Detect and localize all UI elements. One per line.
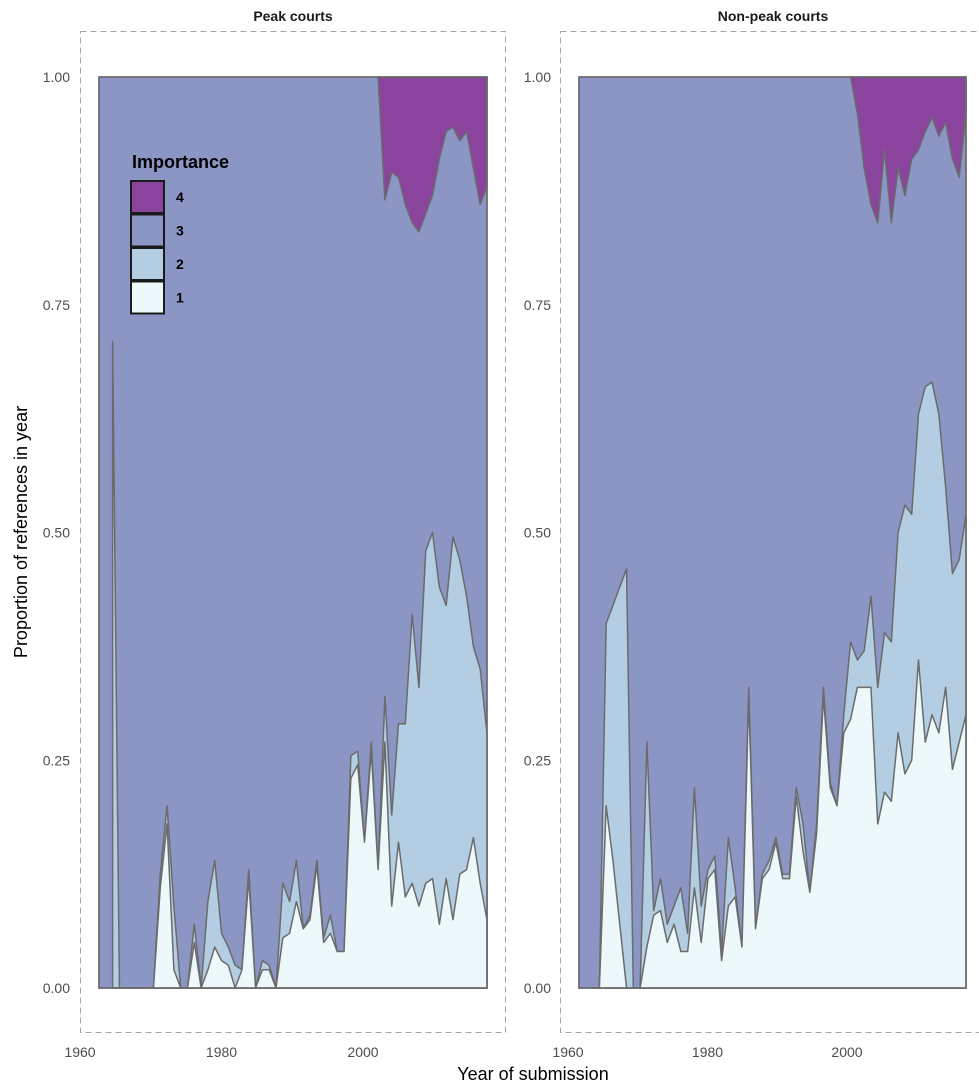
- y-tick-label: 1.00: [524, 69, 551, 85]
- x-tick-label: 1980: [692, 1044, 723, 1060]
- x-tick-label: 1960: [552, 1044, 583, 1060]
- facet-title-nonpeak: Non-peak courts: [718, 8, 829, 24]
- legend-label-3: 3: [176, 223, 184, 239]
- legend: Importance 4 3 2 1: [130, 152, 229, 315]
- area-importance-4: [377, 76, 488, 233]
- y-axis-ticks-peak: 0.00 0.25 0.50 0.75 1.00: [43, 69, 70, 996]
- legend-title: Importance: [132, 152, 229, 172]
- x-tick-label: 2000: [831, 1044, 862, 1060]
- y-tick-label: 0.75: [43, 297, 70, 313]
- y-axis-title: Proportion of references in year: [11, 406, 31, 658]
- x-tick-label: 2000: [347, 1044, 378, 1060]
- y-tick-label: 0.00: [524, 980, 551, 996]
- panel-outline: [578, 76, 967, 989]
- y-tick-label: 0.25: [524, 752, 551, 768]
- y-tick-label: 0.50: [43, 525, 70, 541]
- y-axis-ticks-nonpeak: 0.00 0.25 0.50 0.75 1.00: [524, 69, 551, 996]
- x-tick-label: 1980: [206, 1044, 237, 1060]
- x-axis-ticks-nonpeak: 1960 1980 2000: [552, 1044, 862, 1060]
- panel-non-peak-courts: [578, 76, 967, 989]
- legend-key-1: [130, 280, 165, 315]
- area-importance-1: [111, 741, 488, 989]
- x-axis-ticks-peak: 1960 1980 2000: [64, 1044, 378, 1060]
- x-axis-title: Year of submission: [457, 1064, 608, 1084]
- panel-outline: [98, 76, 488, 989]
- panel-border-peak: [80, 31, 506, 1033]
- facet-title-peak: Peak courts: [253, 8, 333, 24]
- y-tick-label: 0.50: [524, 525, 551, 541]
- legend-key-3: [130, 213, 165, 248]
- x-tick-label: 1960: [64, 1044, 95, 1060]
- y-tick-label: 0.00: [43, 980, 70, 996]
- legend-key-2: [130, 247, 165, 281]
- area-importance-4: [849, 76, 967, 224]
- legend-key-4: [130, 180, 165, 214]
- legend-label-2: 2: [176, 256, 184, 272]
- area-importance-1: [591, 659, 967, 989]
- panel-border-nonpeak: [560, 31, 979, 1033]
- y-tick-label: 0.75: [524, 297, 551, 313]
- y-tick-label: 0.25: [43, 752, 70, 768]
- legend-label-4: 4: [176, 189, 184, 205]
- y-tick-label: 1.00: [43, 69, 70, 85]
- legend-label-1: 1: [176, 290, 184, 306]
